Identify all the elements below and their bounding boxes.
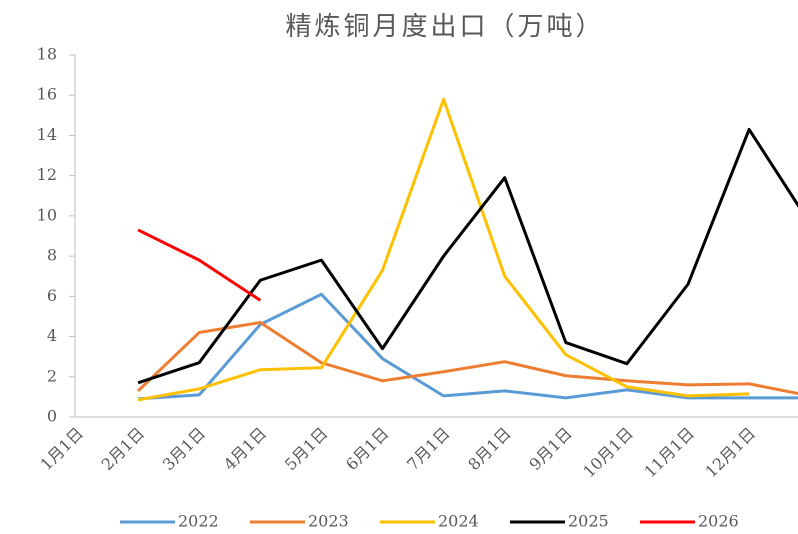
y-tick-label: 4 — [47, 326, 57, 345]
x-tick-label: 2月1日 — [98, 424, 148, 474]
x-tick-label: 10月1日 — [579, 424, 637, 482]
x-tick-label: 1月1日 — [37, 424, 87, 474]
y-tick-label: 16 — [37, 85, 57, 104]
x-tick-label: 9月1日 — [525, 424, 575, 474]
series-line — [137, 97, 750, 402]
legend-label: 2024 — [438, 512, 479, 531]
legend-label: 2022 — [178, 512, 219, 531]
y-tick-label: 10 — [37, 205, 57, 224]
series-line — [138, 292, 798, 401]
y-tick-label: 18 — [37, 45, 57, 64]
y-tick-label: 8 — [47, 246, 57, 265]
legend-label: 2026 — [698, 512, 739, 531]
x-tick-label: 5月1日 — [281, 424, 331, 474]
x-tick-label: 8月1日 — [464, 424, 514, 474]
y-tick-label: 2 — [47, 366, 57, 385]
series-line — [137, 320, 798, 396]
y-tick-label: 12 — [37, 165, 57, 184]
x-tick-label: 3月1日 — [159, 424, 209, 474]
x-tick-label: 12月1日 — [701, 424, 759, 482]
plot-lines — [137, 97, 798, 402]
y-tick-label: 6 — [47, 286, 57, 305]
x-tick-label: 11月1日 — [640, 424, 698, 482]
x-tick-label: 6月1日 — [342, 424, 392, 474]
legend-label: 2023 — [308, 512, 349, 531]
x-tick-label: 7月1日 — [403, 424, 453, 474]
chart-title: 精炼铜月度出口（万吨） — [285, 12, 604, 42]
series-line — [137, 228, 262, 302]
x-tick-label: 4月1日 — [220, 424, 270, 474]
y-tick-label: 0 — [47, 407, 57, 426]
legend-label: 2025 — [568, 512, 609, 531]
y-tick-label: 14 — [37, 125, 57, 144]
